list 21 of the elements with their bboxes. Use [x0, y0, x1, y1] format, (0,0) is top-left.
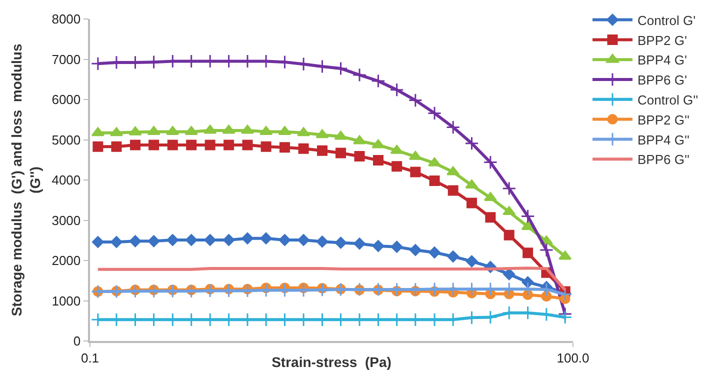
legend-label: Control G' — [637, 12, 696, 28]
y-tick-label: 3000 — [52, 212, 81, 228]
legend-label: BPP4 G' — [637, 52, 687, 68]
y-tick-label: 7000 — [52, 52, 81, 67]
legend-label: BPP2 G'' — [637, 112, 690, 128]
legend-label: BPP2 G' — [637, 32, 687, 48]
legend-label: BPP6 G' — [637, 72, 687, 88]
y-axis-title: Storage modulus (G') and loss modulus (G'') — [8, 44, 43, 316]
y-tick-label: 5000 — [52, 132, 81, 148]
legend-label: BPP4 G'' — [637, 132, 690, 148]
y-tick-label: 2000 — [52, 253, 81, 268]
x-tick-label: 100.0 — [556, 350, 590, 366]
y-tick-label: 4000 — [52, 172, 81, 188]
y-tick-label: 1000 — [52, 293, 81, 308]
y-tick-label: 0 — [73, 334, 81, 349]
x-axis-title: Strain-stress (Pa) — [272, 354, 392, 370]
x-tick-label: 0.1 — [80, 350, 100, 366]
legend-label: Control G'' — [637, 92, 698, 108]
legend-label: BPP6 G'' — [637, 152, 690, 168]
y-tick-label: 6000 — [52, 92, 81, 108]
y-tick-label: 8000 — [52, 12, 81, 27]
